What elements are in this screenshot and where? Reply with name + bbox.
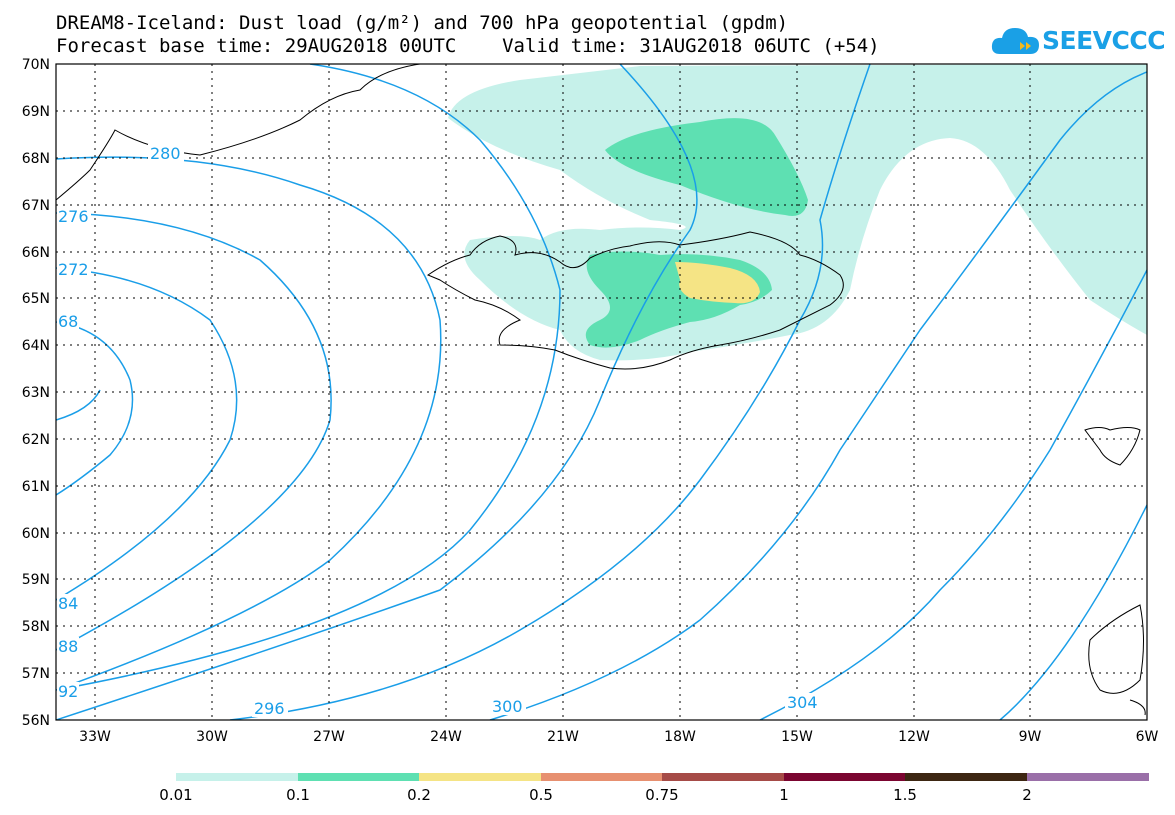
svg-text:59N: 59N xyxy=(22,572,50,588)
svg-text:21W: 21W xyxy=(547,729,579,745)
contour-labels: 280 276 272 68 84 88 92 296 300 304 xyxy=(57,144,821,718)
svg-text:65N: 65N xyxy=(22,291,50,307)
svg-text:68N: 68N xyxy=(22,151,50,167)
svg-text:18W: 18W xyxy=(664,729,696,745)
svg-text:63N: 63N xyxy=(22,385,50,401)
svg-text:24W: 24W xyxy=(430,729,462,745)
contour-label: 300 xyxy=(492,697,523,716)
legend-swatch xyxy=(541,773,662,781)
color-legend: 0.01 0.1 0.2 0.5 0.75 1 1.5 2 xyxy=(159,773,1149,804)
svg-text:56N: 56N xyxy=(22,713,50,729)
latitude-labels: 70N 69N 68N 67N 66N 65N 64N 63N 62N 61N … xyxy=(22,57,50,729)
legend-label: 0.75 xyxy=(645,786,678,804)
legend-label: 0.01 xyxy=(159,786,192,804)
svg-text:70N: 70N xyxy=(22,57,50,73)
contour-label: 276 xyxy=(58,207,89,226)
legend-label: 0.1 xyxy=(286,786,310,804)
svg-text:66N: 66N xyxy=(22,245,50,261)
svg-text:6W: 6W xyxy=(1136,729,1159,745)
contour-label: 68 xyxy=(58,312,78,331)
svg-text:33W: 33W xyxy=(79,729,111,745)
legend-swatch xyxy=(176,773,298,781)
geopotential-contours xyxy=(56,64,1147,720)
contour-label: 280 xyxy=(150,144,181,163)
logo-text: SEEVCCC xyxy=(1042,26,1166,55)
legend-swatch xyxy=(1027,773,1149,781)
legend-label: 2 xyxy=(1022,786,1032,804)
svg-text:69N: 69N xyxy=(22,104,50,120)
map-subtitle: Forecast base time: 29AUG2018 00UTC Vali… xyxy=(56,35,880,57)
svg-text:67N: 67N xyxy=(22,198,50,214)
svg-text:27W: 27W xyxy=(313,729,345,745)
legend-label: 0.2 xyxy=(407,786,431,804)
legend-label: 0.5 xyxy=(529,786,553,804)
svg-text:12W: 12W xyxy=(898,729,930,745)
svg-text:58N: 58N xyxy=(22,619,50,635)
svg-text:61N: 61N xyxy=(22,479,50,495)
contour-label: 88 xyxy=(58,637,78,656)
graticule xyxy=(56,64,1147,720)
legend-label: 1.5 xyxy=(893,786,917,804)
svg-text:60N: 60N xyxy=(22,526,50,542)
svg-text:30W: 30W xyxy=(196,729,228,745)
svg-text:9W: 9W xyxy=(1019,729,1042,745)
cloud-icon xyxy=(991,28,1039,54)
legend-swatch xyxy=(298,773,419,781)
map-frame xyxy=(55,63,1148,721)
svg-text:62N: 62N xyxy=(22,432,50,448)
contour-label: 296 xyxy=(254,699,285,718)
svg-text:57N: 57N xyxy=(22,666,50,682)
legend-swatch xyxy=(905,773,1027,781)
svg-text:15W: 15W xyxy=(781,729,813,745)
legend-swatch xyxy=(419,773,541,781)
legend-swatch xyxy=(662,773,784,781)
longitude-labels: 33W 30W 27W 24W 21W 18W 15W 12W 9W 6W xyxy=(79,729,1158,745)
legend-swatch xyxy=(784,773,905,781)
contour-label: 92 xyxy=(58,682,78,701)
contour-label: 272 xyxy=(58,260,89,279)
seevccc-logo: SEEVCCC xyxy=(990,22,1175,60)
contour-label: 84 xyxy=(58,594,78,613)
dust-area-0-2 xyxy=(675,262,760,304)
svg-text:64N: 64N xyxy=(22,338,50,354)
contour-label: 304 xyxy=(787,693,818,712)
legend-label: 1 xyxy=(779,786,789,804)
map-title: DREAM8-Iceland: Dust load (g/m²) and 700… xyxy=(56,12,789,34)
